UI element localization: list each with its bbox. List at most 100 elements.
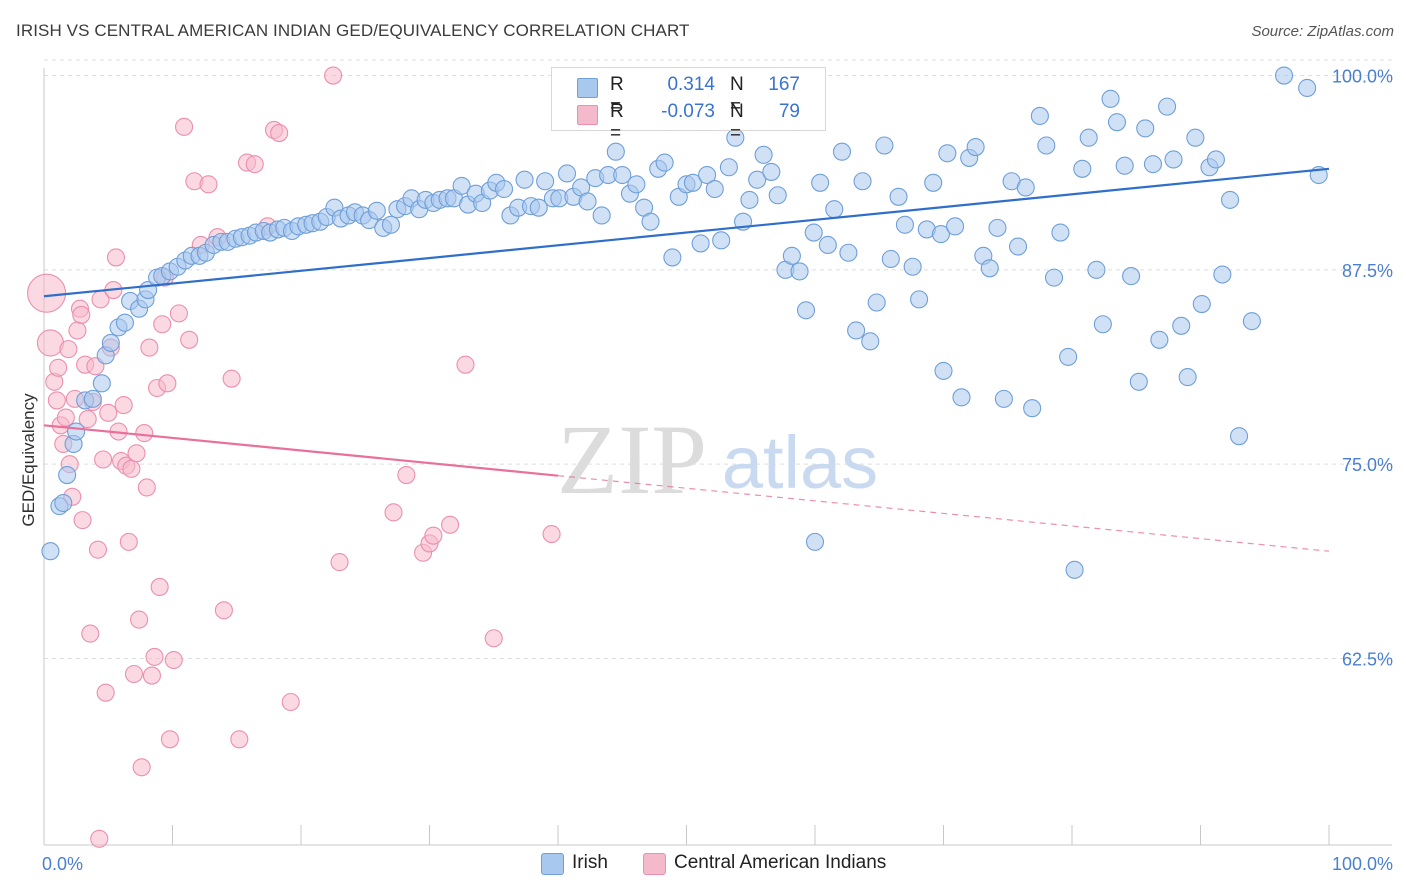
irish-point <box>613 165 632 185</box>
irish-point <box>934 361 953 380</box>
irish-point <box>1178 368 1197 387</box>
irish-point <box>748 170 767 189</box>
cai-point <box>137 478 156 497</box>
irish-point <box>627 175 646 194</box>
irish-point <box>832 142 852 161</box>
irish-point <box>557 164 577 183</box>
legend-label-cai: Central American Indians <box>674 852 887 873</box>
irish-point <box>1192 294 1211 314</box>
legend-n-value: 167 <box>768 74 800 95</box>
watermark: ZIP atlas <box>557 404 878 515</box>
cai-point <box>68 321 87 340</box>
irish-point <box>536 172 555 191</box>
cai-point <box>397 465 416 485</box>
y-tick-labels: 62.5% 75.0% 87.5% 100.0% <box>1332 67 1393 670</box>
irish-point <box>994 389 1013 408</box>
cai-point <box>140 338 159 357</box>
irish-point <box>966 137 985 157</box>
irish-point <box>1172 316 1191 335</box>
irish-point <box>889 187 908 206</box>
cai-point <box>94 450 113 469</box>
irish-point <box>1122 267 1141 286</box>
irish-point <box>839 243 858 262</box>
legend-n-value: 79 <box>778 101 800 122</box>
cai-point <box>484 629 503 648</box>
irish-trendline <box>43 167 1330 298</box>
cai-point <box>424 526 443 545</box>
cai-point <box>78 410 97 429</box>
cai-point <box>160 730 179 749</box>
irish-point <box>853 172 872 191</box>
series-cai-points <box>27 66 561 848</box>
irish-point <box>1206 150 1225 169</box>
cai-point <box>330 553 349 572</box>
irish-point <box>698 165 717 185</box>
irish-point <box>1298 78 1317 98</box>
legend-n-label: N = <box>730 101 744 144</box>
cai-swatch <box>577 105 598 125</box>
irish-point <box>1087 260 1106 279</box>
y-tick-label: 75.0% <box>1342 455 1393 475</box>
cai-point <box>72 305 91 324</box>
y-axis-label: GED/Equivalency <box>19 393 38 527</box>
irish-legend-swatch <box>541 853 564 875</box>
cai-point <box>384 503 403 522</box>
irish-point <box>804 223 823 242</box>
cai-point <box>88 540 108 559</box>
irish-point <box>1079 128 1098 147</box>
cai-point <box>99 403 118 422</box>
irish-point <box>1008 237 1028 256</box>
irish-point <box>988 218 1007 237</box>
irish-point <box>1164 150 1183 169</box>
irish-point <box>1230 427 1249 446</box>
cai-point <box>142 666 161 685</box>
cai-point <box>180 330 199 349</box>
irish-point <box>67 422 86 441</box>
cai-point <box>145 647 164 666</box>
irish-point <box>946 217 965 236</box>
irish-point <box>529 198 548 217</box>
irish-point <box>641 212 660 231</box>
irish-point <box>924 173 943 192</box>
irish-point <box>818 235 837 255</box>
irish-point <box>655 153 674 172</box>
cai-point <box>456 355 475 374</box>
cai-point <box>124 664 143 684</box>
irish-point <box>101 333 120 352</box>
irish-point <box>881 249 900 269</box>
cai-point <box>169 304 188 323</box>
irish-point <box>1186 128 1205 147</box>
cai-point <box>542 525 561 544</box>
cai-point <box>81 624 100 643</box>
irish-point <box>705 179 724 199</box>
cai-point <box>281 692 300 712</box>
y-tick-label: 87.5% <box>1342 261 1393 281</box>
y-tick-label: 62.5% <box>1342 649 1393 669</box>
x-tick-label: 100.0% <box>1332 854 1393 874</box>
irish-point <box>1051 223 1070 242</box>
irish-point <box>578 192 597 211</box>
cai-point <box>175 117 194 136</box>
legend-r-label: R = <box>610 74 624 117</box>
cai-point <box>96 683 115 702</box>
legend-r-value: 0.314 <box>667 74 715 95</box>
watermark-zip: ZIP <box>557 404 707 515</box>
irish-point <box>712 231 731 250</box>
trend-lines <box>43 167 1330 552</box>
irish-point <box>54 493 73 513</box>
chart-title: IRISH VS CENTRAL AMERICAN INDIAN GED/EQU… <box>16 21 690 40</box>
irish-point <box>754 145 773 164</box>
irish-point <box>663 248 682 267</box>
irish-point <box>1129 372 1148 391</box>
irish-swatch <box>577 78 598 98</box>
stats-legend: R = 0.314 N = 167 R = -0.073 N = 79 <box>551 67 826 144</box>
irish-point <box>515 170 534 189</box>
irish-point <box>452 176 471 195</box>
irish-point <box>606 142 625 161</box>
cai-point <box>164 650 183 670</box>
cai-point <box>122 459 141 478</box>
irish-point <box>1274 66 1294 85</box>
irish-point <box>1221 190 1240 209</box>
cai-point <box>245 155 264 174</box>
cai-point <box>222 369 241 388</box>
